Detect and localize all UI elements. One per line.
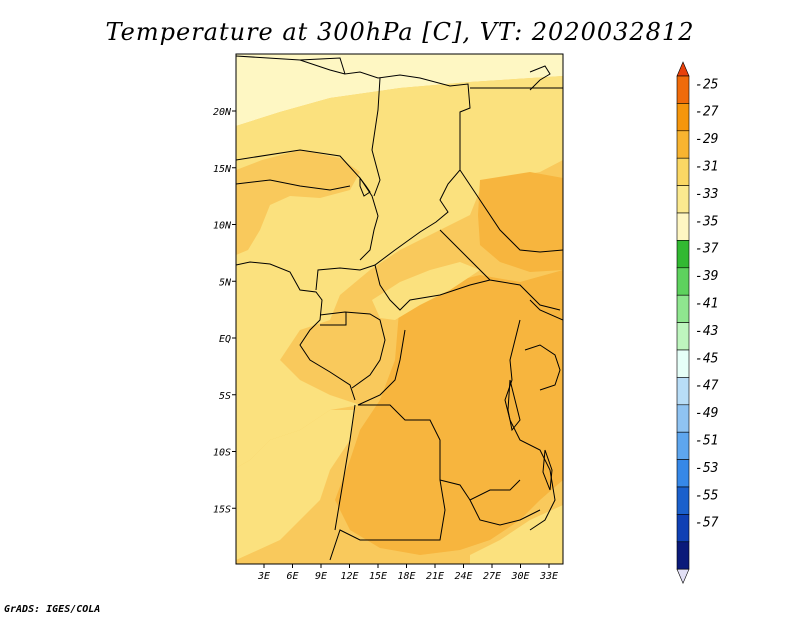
lake-chad (359, 176, 371, 197)
colorbar-label: -45 (695, 351, 719, 366)
border-libya (299, 59, 346, 75)
border-angola (329, 329, 446, 561)
lake-victoria (524, 344, 561, 391)
lat-tick-label: 5S (219, 391, 231, 402)
colorbar-box (676, 431, 690, 460)
colorbar-label: -33 (695, 187, 718, 202)
border-car (439, 229, 561, 311)
border-sudan-ss (459, 169, 563, 253)
coast-angola (334, 404, 356, 531)
border-uganda (529, 299, 563, 321)
lon-tick-label: 12E (340, 571, 358, 582)
border-east-lakes (504, 319, 556, 531)
grads-credit: GrADS: IGES/COLA (4, 604, 101, 615)
lon-tick-label: 30E (510, 571, 529, 582)
border-niger-chad (236, 149, 379, 261)
latitude-axis: 20N 15N 10N 5N EQ 5S 10S 15S (213, 107, 236, 515)
colorbar-box (676, 486, 690, 515)
colorbar-label: -47 (695, 379, 719, 394)
lat-tick-label: 10N (213, 221, 232, 232)
field-yellow-se (470, 505, 563, 564)
colorbar-box (676, 267, 690, 296)
colorbar-box (676, 212, 690, 241)
border-eq-guinea (320, 312, 347, 326)
border-zimbabwe (469, 499, 541, 526)
colorbar-box (676, 240, 690, 269)
country-borders (236, 55, 563, 561)
lat-tick-label: 10S (213, 448, 231, 459)
border-zambia (439, 479, 521, 501)
colorbar-box (676, 404, 690, 433)
colorbar-labels: -25 -27 -29 -31 -33 -35 -37 -39 -41 -43 -45 -47 -49 -… (695, 77, 719, 530)
colorbar-label: -57 (695, 516, 719, 531)
colorbar-box (676, 541, 690, 570)
colorbar-top-triangle (676, 61, 690, 77)
colorbar-box (676, 103, 690, 132)
colorbar-label: -31 (695, 160, 718, 175)
lat-tick-label: 5N (219, 277, 232, 288)
colorbar-box (676, 75, 690, 104)
colorbar-box (676, 377, 690, 406)
field-orange-central (335, 270, 563, 555)
map-frame (235, 53, 564, 565)
chart-title: Temperature at 300hPa [C], VT: 202003281… (105, 18, 695, 46)
colorbar-bottom-triangle (676, 568, 690, 584)
lake-tanganyika (507, 379, 521, 432)
colorbar-label: -43 (695, 324, 718, 339)
lon-tick-label: 18E (397, 571, 415, 582)
colorbar-box (676, 130, 690, 159)
field-yellow-tongue (372, 262, 480, 320)
colorbar-box (676, 157, 690, 186)
colorbar-label: -55 (695, 488, 719, 503)
border-chad-sudan (371, 77, 381, 197)
coast-red-sea (529, 65, 551, 91)
lon-tick-label: 33E (539, 571, 558, 582)
border-sahel (236, 55, 471, 291)
lon-tick-label: 24E (454, 571, 472, 582)
colorbar-box (676, 349, 690, 378)
longitude-axis: 3E 6E 9E 12E 15E 18E 21E 24E 27E 30E 33E (257, 564, 558, 582)
lon-tick-label: 15E (369, 571, 387, 582)
lat-tick-label: 15N (213, 164, 232, 175)
lon-tick-label: 3E (257, 571, 270, 582)
lake-malawi (542, 449, 553, 491)
lon-tick-label: 21E (426, 571, 444, 582)
lon-tick-label: 6E (286, 571, 298, 582)
lat-tick-label: EQ (219, 334, 231, 345)
lon-tick-label: 27E (483, 571, 501, 582)
colorbar-label: -35 (695, 214, 719, 229)
colorbar-box (676, 185, 690, 214)
colorbar-label: -49 (695, 406, 718, 421)
colorbar-box (676, 459, 690, 488)
colorbar-label: -25 (695, 77, 719, 92)
border-car-drc (374, 264, 491, 311)
colorbar-boxes (676, 61, 690, 584)
colorbar-box (676, 514, 690, 543)
coast-gulf-guinea (236, 261, 356, 401)
colorbar-box (676, 322, 690, 351)
lat-tick-label: 15S (213, 504, 231, 515)
border-gabon-congo (319, 311, 386, 389)
colorbar-label: -37 (695, 242, 719, 257)
colorbar-label: -29 (695, 132, 718, 147)
field-yellow-sw (236, 410, 355, 560)
colorbar-label: -51 (695, 434, 718, 449)
lon-tick-label: 9E (315, 571, 327, 582)
field-orange-ne (478, 172, 563, 272)
colorbar-label: -41 (695, 297, 718, 312)
colorbar-label: -27 (695, 105, 719, 120)
colorbar-label: -53 (695, 461, 718, 476)
colorbar-label: -39 (695, 269, 718, 284)
field-patch-nw (236, 150, 360, 255)
field-light-band (236, 54, 563, 126)
border-nigeria (236, 179, 351, 191)
colorbar-box (676, 294, 690, 323)
lat-tick-label: 20N (213, 107, 232, 118)
